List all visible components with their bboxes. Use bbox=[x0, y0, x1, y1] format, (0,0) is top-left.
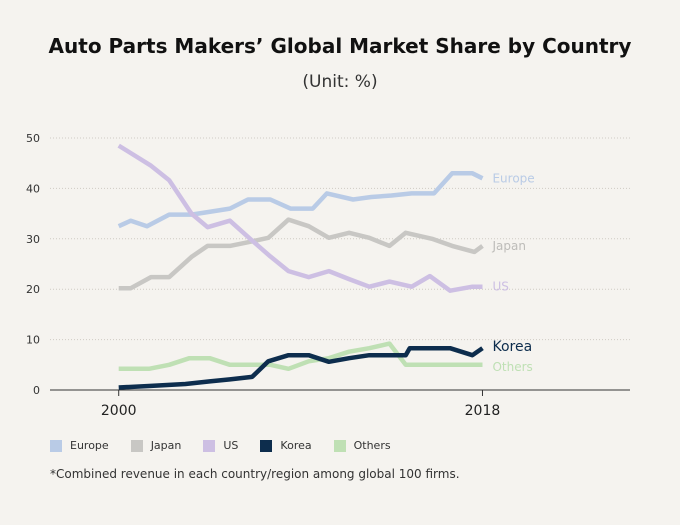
series-end-label-others: Others bbox=[492, 360, 532, 374]
y-tick-label: 50 bbox=[26, 132, 40, 145]
legend-item-korea: Korea bbox=[260, 439, 312, 452]
series-end-label-korea: Korea bbox=[492, 339, 532, 355]
chart-title: Auto Parts Makers’ Global Market Share b… bbox=[48, 34, 632, 58]
legend-label: Europe bbox=[70, 439, 109, 452]
legend-item-europe: Europe bbox=[50, 439, 109, 452]
x-tick-label: 2000 bbox=[101, 403, 137, 419]
y-tick-label: 10 bbox=[26, 334, 40, 347]
y-tick-label: 30 bbox=[26, 233, 40, 246]
legend-swatch bbox=[203, 439, 216, 452]
series-end-label-europe: Europe bbox=[492, 171, 534, 185]
series-end-label-japan: Japan bbox=[491, 239, 525, 253]
series-line-korea bbox=[118, 345, 484, 390]
series-line-japan bbox=[118, 217, 484, 291]
legend-label: Others bbox=[353, 439, 391, 452]
series-line-others bbox=[118, 341, 483, 372]
y-tick-label: 40 bbox=[26, 182, 40, 195]
legend-label: US bbox=[223, 439, 239, 452]
footnote: *Combined revenue in each country/region… bbox=[50, 467, 460, 481]
series-end-label-us: US bbox=[492, 280, 508, 294]
y-tick-label: 0 bbox=[33, 384, 40, 397]
legend-swatch bbox=[260, 439, 273, 452]
chart-subtitle: (Unit: %) bbox=[302, 72, 378, 92]
legend: Europe Japan US Korea Others bbox=[50, 439, 413, 452]
series-line-europe bbox=[117, 171, 484, 229]
series-line-us bbox=[117, 143, 483, 293]
legend-swatch bbox=[130, 439, 143, 452]
legend-swatch bbox=[50, 439, 62, 452]
legend-item-others: Others bbox=[333, 439, 391, 452]
legend-label: Korea bbox=[280, 439, 312, 452]
y-tick-label: 20 bbox=[26, 283, 40, 296]
x-tick-label: 2018 bbox=[465, 403, 501, 419]
legend-label: Japan bbox=[150, 439, 182, 452]
legend-swatch bbox=[333, 439, 346, 452]
legend-item-japan: Japan bbox=[130, 439, 182, 452]
legend-item-us: US bbox=[203, 439, 238, 452]
